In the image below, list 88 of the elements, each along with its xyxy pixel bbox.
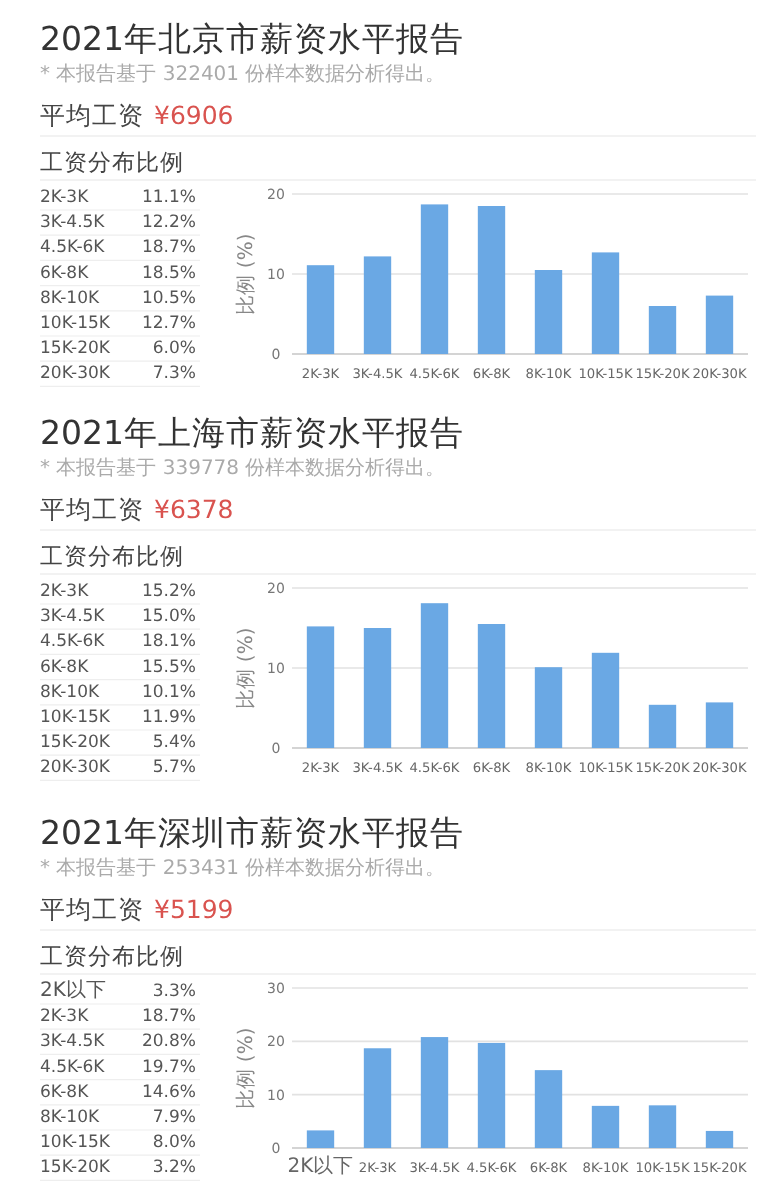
text: 2K-3K: [40, 1007, 90, 1028]
text: 8K-10K: [40, 682, 100, 703]
chart-title: 2021年北京市薪资水平报告: [40, 20, 464, 58]
bar: [477, 206, 506, 354]
text: 8.0%: [152, 1133, 196, 1154]
text: 2K-3K: [40, 582, 90, 602]
bar: [534, 270, 563, 354]
text: 7.3%: [152, 364, 196, 385]
text: 2K-3K: [40, 188, 90, 208]
bar: [705, 1130, 734, 1148]
text: 8K-10K: [40, 288, 100, 309]
text: 平均工资: [40, 494, 144, 524]
text: 10K-15K: [40, 314, 111, 334]
chart-subtitle: * 本报告基于 322401 份样本数据分析得出。: [40, 62, 446, 86]
bar: [420, 204, 449, 354]
text: 18.1%: [141, 632, 196, 653]
text: 11.1%: [141, 188, 196, 208]
text: 12.7%: [141, 314, 196, 334]
text: 15.5%: [141, 657, 196, 678]
chart-title: 2021年深圳市薪资水平报告: [40, 814, 464, 852]
bar: [534, 667, 563, 748]
text: 4.5K-6K: [40, 238, 106, 259]
bar: [363, 1048, 392, 1148]
text: 18.7%: [141, 238, 196, 259]
text: 3K-4.5K: [40, 607, 106, 628]
text: 18.5%: [141, 263, 196, 284]
text: 18.7%: [141, 1007, 196, 1028]
bar: [705, 295, 734, 354]
text: 2K以下: [40, 978, 106, 1002]
bar: [477, 1042, 506, 1148]
y-axis-title: 比例 (%): [234, 627, 258, 709]
bar: [591, 252, 620, 354]
text: 15.2%: [141, 582, 196, 602]
bar: [306, 1130, 335, 1148]
text: 11.9%: [141, 708, 196, 728]
bar: [363, 628, 392, 748]
text: 工资分布比例: [40, 148, 184, 176]
bar: [420, 603, 449, 748]
text: 14.6%: [141, 1082, 196, 1103]
text: 3.2%: [152, 1158, 196, 1179]
text: 3K-4.5K: [40, 1032, 106, 1053]
y-axis-title: 比例 (%): [234, 1027, 258, 1109]
text: ¥6906: [154, 100, 234, 130]
bar: [591, 652, 620, 748]
text: 10.1%: [141, 682, 196, 703]
text: 12.2%: [141, 213, 196, 234]
bar: [306, 265, 335, 354]
bar: [648, 306, 677, 354]
text: 工资分布比例: [40, 542, 184, 570]
text: ¥5199: [154, 894, 234, 924]
text: 7.9%: [152, 1108, 196, 1128]
text: 平均工资: [40, 894, 144, 924]
text: ¥6378: [154, 494, 234, 524]
x-tick-label: 2K以下: [287, 1154, 354, 1178]
bar: [477, 624, 506, 748]
text: 3.3%: [152, 982, 196, 1002]
bar: [306, 626, 335, 748]
bar: [534, 1070, 563, 1148]
bar: [648, 704, 677, 748]
text: 工资分布比例: [40, 942, 184, 970]
text: 4.5K-6K: [40, 632, 106, 653]
text: 4.5K-6K: [40, 1057, 106, 1078]
text: 10K-15K: [40, 1133, 111, 1154]
text: 15.0%: [141, 607, 196, 628]
bar: [591, 1105, 620, 1148]
text: 19.7%: [141, 1057, 196, 1078]
text: 5.4%: [152, 733, 196, 754]
chart-title: 2021年上海市薪资水平报告: [40, 414, 464, 452]
bar: [363, 256, 392, 354]
text: 8K-10K: [40, 1108, 100, 1128]
text: 6K-8K: [40, 657, 90, 678]
text: 6.0%: [152, 339, 196, 360]
text: 平均工资: [40, 100, 144, 130]
text: 5.7%: [152, 758, 196, 779]
text: 6K-8K: [40, 263, 90, 284]
text: 15K-20K: [40, 733, 111, 754]
chart-subtitle: * 本报告基于 253431 份样本数据分析得出。: [40, 856, 446, 880]
text: 10.5%: [141, 288, 196, 309]
bar: [705, 702, 734, 748]
text: 10K-15K: [40, 708, 111, 728]
text: 6K-8K: [40, 1082, 90, 1103]
bar: [648, 1105, 677, 1148]
text: 20.8%: [141, 1032, 196, 1053]
bar: [420, 1037, 449, 1148]
text: 3K-4.5K: [40, 213, 106, 234]
chart-subtitle: * 本报告基于 339778 份样本数据分析得出。: [40, 456, 446, 480]
text: 15K-20K: [40, 339, 111, 360]
y-axis-title: 比例 (%): [234, 233, 258, 315]
